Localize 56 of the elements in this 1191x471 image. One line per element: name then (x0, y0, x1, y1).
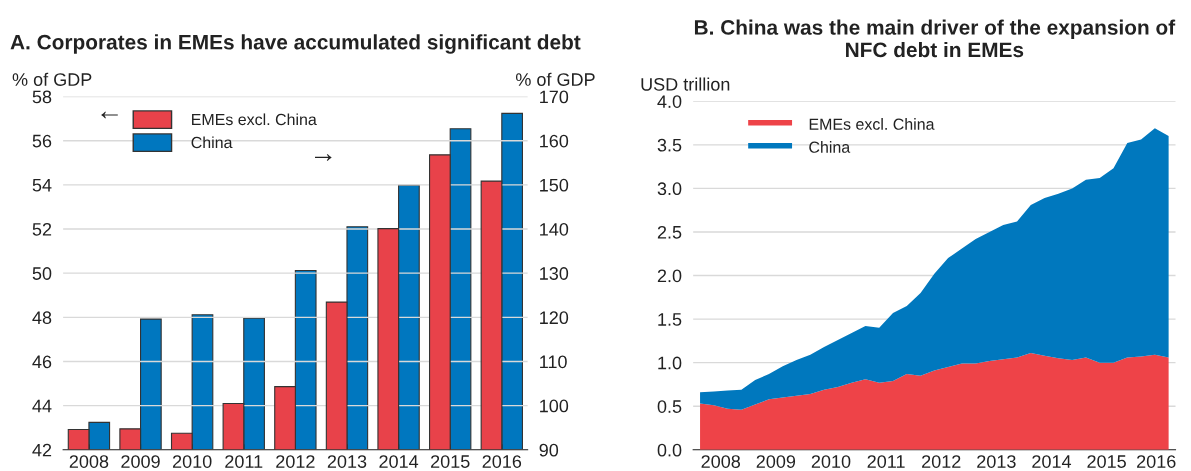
x-tick-label: 2015 (1087, 455, 1126, 468)
x-tick-label: 2009 (121, 455, 160, 468)
y-tick-label: 3.5 (657, 138, 682, 152)
x-tick-label: 2012 (276, 455, 315, 468)
x-tick-label: 2014 (379, 455, 419, 468)
y2-tick-label: 90 (539, 443, 559, 457)
legend-label: EMEs excl. China (809, 118, 935, 130)
y-tick-label: 1.5 (658, 313, 682, 326)
y-tick-label: 4.0 (657, 95, 682, 108)
y2-tick-label: 150 (540, 178, 569, 192)
x-tick-label: 2011 (225, 455, 263, 468)
x-tick-label: 2008 (701, 455, 741, 468)
x-tick-label: 2013 (327, 455, 367, 468)
x-tick-label: 2008 (69, 455, 109, 468)
x-tick-label: 2013 (977, 455, 1016, 468)
chart-title: A. Corporates in EMEs have accumulated significant debt (10, 34, 581, 54)
y-axis-title: USD trillion (641, 77, 730, 91)
legend-label: China (191, 136, 233, 149)
y-tick-label: 58 (32, 90, 52, 104)
y2-tick-label: 160 (540, 134, 569, 148)
y-tick-label: 48 (32, 311, 52, 325)
y-tick-label: 0.5 (657, 400, 682, 413)
x-tick-label: 2012 (922, 455, 961, 468)
y-tick-label: 1.0 (658, 356, 682, 370)
y2-tick-label: 100 (540, 399, 569, 413)
chart-title: B. China was the main driver of the expansion of NFC debt in EMEs (694, 19, 1176, 58)
y-tick-label: 56 (32, 134, 52, 148)
y2-tick-label: 130 (540, 267, 569, 280)
x-tick-label: 2016 (1137, 455, 1176, 468)
legend-label: EMEs excl. China (192, 113, 317, 126)
y-tick-label: 0.0 (657, 443, 682, 457)
y-tick-label: 52 (32, 222, 52, 236)
x-tick-label: 2011 (867, 455, 905, 468)
y-tick-label: 3.0 (657, 182, 682, 196)
legend-label: China (809, 141, 851, 153)
y-tick-label: 54 (32, 178, 52, 192)
y-tick-label: 42 (32, 443, 52, 457)
x-tick-label: 2010 (811, 455, 851, 468)
annotation: ← (101, 111, 118, 119)
y-tick-label: 44 (32, 399, 52, 413)
annotation: → (315, 154, 332, 161)
x-tick-label: 2010 (172, 455, 212, 468)
y-tick-label: 46 (32, 355, 52, 369)
y2-tick-label: 140 (540, 222, 569, 236)
x-tick-label: 2014 (1032, 455, 1072, 468)
y-tick-label: 50 (32, 267, 52, 280)
y-tick-label: 2.0 (657, 269, 682, 283)
x-tick-label: 2009 (756, 455, 796, 468)
y2-axis-title: % of GDP (515, 72, 595, 86)
x-tick-label: 2015 (431, 455, 470, 468)
y-tick-label: 2.5 (657, 225, 682, 239)
y-axis-title: % of GDP (12, 72, 92, 86)
y2-tick-label: 170 (540, 90, 569, 104)
y2-tick-label: 120 (540, 311, 569, 325)
y2-tick-label: 110 (540, 355, 567, 369)
x-tick-label: 2016 (482, 455, 522, 468)
